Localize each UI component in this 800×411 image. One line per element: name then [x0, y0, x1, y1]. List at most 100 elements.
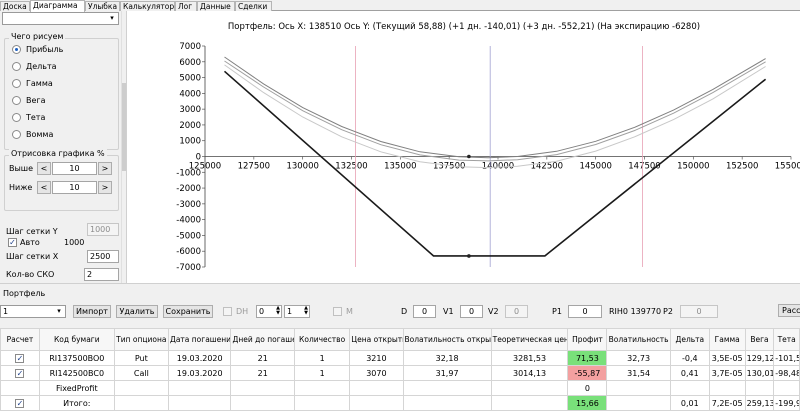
cell-date[interactable]: 19.03.2020 [167, 350, 232, 366]
column-header[interactable]: Волатильность [606, 328, 671, 351]
cell-days[interactable]: 21 [230, 350, 295, 366]
cell-days[interactable] [230, 395, 295, 411]
tab-2[interactable]: Улыбка [85, 1, 120, 11]
spin-arrows-icon[interactable]: ▲ ▼ [276, 305, 280, 316]
scrollbar-thumb[interactable] [122, 83, 127, 171]
cell-price[interactable]: 3210 [349, 350, 404, 366]
cell-delta[interactable]: 0,01 [669, 395, 710, 411]
payoff-chart[interactable]: 7000 6000 5000 4000 3000 2000 1000 0 -1000 -2000 -… [127, 11, 800, 283]
cell-days[interactable] [230, 380, 295, 396]
cell-code[interactable]: Итого: [38, 395, 115, 411]
cell-price[interactable]: 3070 [349, 365, 404, 381]
cell-theo[interactable] [490, 380, 569, 396]
column-header[interactable]: Дней до погашения [230, 328, 295, 351]
radio-0[interactable] [12, 45, 21, 54]
v1-field[interactable]: 0 [460, 305, 483, 318]
cell-delta[interactable]: 0,41 [669, 365, 710, 381]
import-button[interactable]: Импорт [73, 305, 111, 318]
below-decrease-button[interactable]: < [37, 181, 51, 194]
cell-days[interactable]: 21 [230, 365, 295, 381]
above-increase-button[interactable]: > [98, 162, 112, 175]
dh-checkbox[interactable] [223, 307, 232, 316]
cell-type[interactable] [113, 380, 169, 396]
cell-date[interactable]: 19.03.2020 [167, 365, 232, 381]
cell-qty[interactable]: 1 [293, 365, 351, 381]
cell-theta[interactable]: -101,5 [773, 350, 800, 366]
cell-date[interactable] [167, 395, 232, 411]
cell-theta[interactable]: -98,48 [773, 365, 800, 381]
cell-vol_open[interactable]: 32,18 [402, 350, 492, 366]
cell-profit[interactable]: 15,66 [567, 395, 608, 411]
portfolio-select[interactable]: 1 ▾ [0, 305, 66, 318]
calc-checkbox[interactable]: ✓ [15, 353, 25, 363]
tab-4[interactable]: Лог [175, 1, 197, 11]
radio-3[interactable] [12, 96, 21, 105]
cell-vol_open[interactable] [402, 395, 492, 411]
calc-cell[interactable]: ✓ [0, 350, 40, 366]
column-header[interactable]: Теоретическая цена [490, 328, 569, 351]
table-row[interactable]: ✓ Итого: 15,66 0,01 7,2E-05 259,13 -199,9 [0, 395, 800, 411]
cell-qty[interactable] [293, 395, 351, 411]
column-header[interactable]: Цена открытия [349, 328, 404, 351]
radio-5[interactable] [12, 130, 21, 139]
cell-code[interactable]: RI142500BC0 [38, 365, 115, 381]
cell-theta[interactable] [773, 380, 800, 396]
cell-gamma[interactable]: 7,2E-05 [708, 395, 746, 411]
grid-step-x-field[interactable]: 2500 [87, 250, 119, 263]
column-header[interactable]: Вега [744, 328, 775, 351]
spin-arrows-icon[interactable]: ▲ ▼ [304, 305, 308, 316]
v2-field[interactable]: 0 [505, 305, 528, 318]
cell-vol[interactable] [606, 395, 671, 411]
save-button[interactable]: Сохранить [163, 305, 213, 318]
column-header[interactable]: Код бумаги [38, 328, 115, 351]
cell-qty[interactable] [293, 380, 351, 396]
cell-vol_open[interactable]: 31,97 [402, 365, 492, 381]
cell-code[interactable]: FixedProfit [38, 380, 115, 396]
settings-combo[interactable]: ▾ [2, 12, 119, 25]
p1-field[interactable]: 0 [568, 305, 602, 318]
delete-button[interactable]: Удалить [116, 305, 158, 318]
column-header[interactable]: Количество [293, 328, 351, 351]
cell-delta[interactable] [669, 380, 710, 396]
column-header[interactable]: Дата погашения [167, 328, 232, 351]
column-header[interactable]: Гамма [708, 328, 746, 351]
cell-type[interactable]: Call [113, 365, 169, 381]
calc-cell[interactable]: ✓ [0, 365, 40, 381]
table-row[interactable]: FixedProfit 0 [0, 380, 800, 396]
cell-theo[interactable]: 3281,53 [490, 350, 569, 366]
cell-vega[interactable]: 259,13 [744, 395, 775, 411]
tab-0[interactable]: Доска [0, 1, 30, 11]
cell-theta[interactable]: -199,9 [773, 395, 800, 411]
cell-gamma[interactable] [708, 380, 746, 396]
cell-vol[interactable] [606, 380, 671, 396]
column-header[interactable]: Профит [567, 328, 608, 351]
radio-4[interactable] [12, 113, 21, 122]
calc-checkbox[interactable]: ✓ [15, 398, 25, 408]
cell-gamma[interactable]: 3,5E-05 [708, 350, 746, 366]
cell-vega[interactable]: 129,12 [744, 350, 775, 366]
column-header[interactable]: Волатильность открытия [402, 328, 492, 351]
cell-delta[interactable]: -0,4 [669, 350, 710, 366]
cell-type[interactable] [113, 395, 169, 411]
radio-1[interactable] [12, 62, 21, 71]
d-field[interactable]: 0 [413, 305, 436, 318]
cell-code[interactable]: RI137500BO0 [38, 350, 115, 366]
cell-vol_open[interactable] [402, 380, 492, 396]
column-header[interactable]: Дельта [669, 328, 710, 351]
m-checkbox[interactable] [333, 307, 342, 316]
column-header[interactable]: Расчет [0, 328, 40, 351]
tab-3[interactable]: Калькулятор [120, 1, 175, 11]
auto-checkbox[interactable]: ✓ [8, 238, 17, 247]
cell-price[interactable] [349, 380, 404, 396]
dh-spin-1[interactable]: 0 ▲ ▼ [256, 305, 282, 318]
tab-6[interactable]: Сделки [235, 1, 272, 11]
cell-type[interactable]: Put [113, 350, 169, 366]
radio-2[interactable] [12, 79, 21, 88]
below-field[interactable]: 10 [52, 181, 97, 194]
calc-cell[interactable] [0, 380, 40, 396]
cell-theo[interactable] [490, 395, 569, 411]
cell-date[interactable] [167, 380, 232, 396]
cell-theo[interactable]: 3014,13 [490, 365, 569, 381]
dh-spin-2[interactable]: 1 ▲ ▼ [284, 305, 310, 318]
cell-vega[interactable] [744, 380, 775, 396]
